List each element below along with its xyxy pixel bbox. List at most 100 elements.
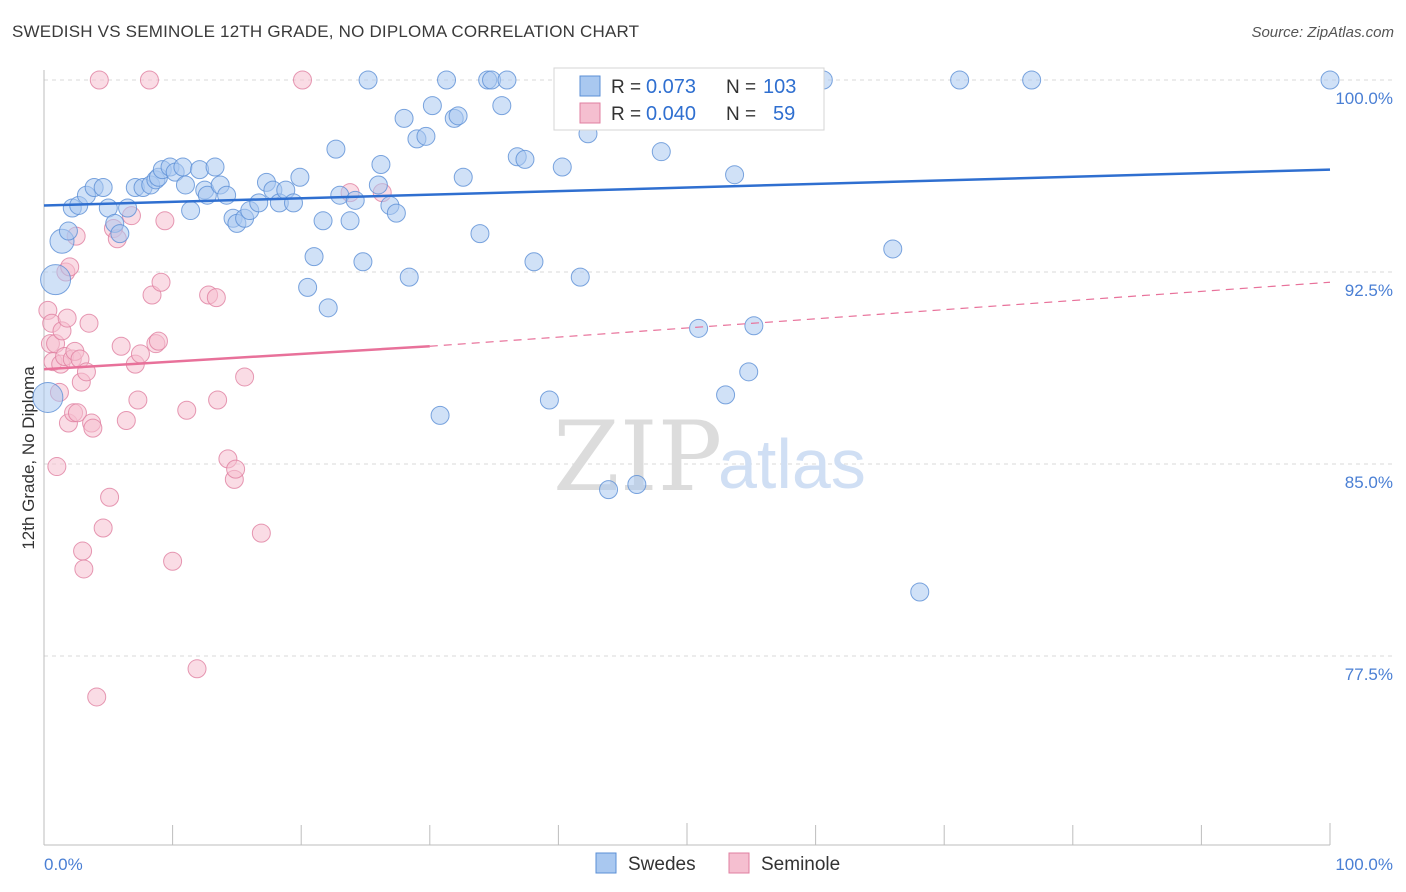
seminole-point: [148, 331, 168, 351]
seminole-r-label: R =: [611, 104, 641, 125]
swedes-point: [1320, 70, 1340, 90]
swedes-point: [599, 480, 619, 500]
swedes-point: [453, 167, 473, 187]
seminole-point: [83, 418, 103, 438]
swedes-points: [32, 70, 1340, 602]
seminole-point: [67, 403, 87, 423]
y-axis-label: 12th Grade, No Diploma: [19, 366, 38, 550]
watermark-zip: ZIP: [553, 401, 722, 513]
seminole-point: [235, 367, 255, 387]
swedes-point: [318, 298, 338, 318]
swedes-point: [437, 70, 457, 90]
swedes-point: [950, 70, 970, 90]
seminole-point: [116, 410, 136, 430]
swedes-point: [416, 126, 436, 146]
watermark-atlas: atlas: [718, 425, 866, 503]
bottom-legend-swedes-label: Swedes: [628, 854, 696, 875]
seminole-n-label: N =: [726, 104, 756, 125]
swedes-point: [32, 381, 64, 413]
seminole-point: [87, 687, 107, 707]
swedes-point: [910, 582, 930, 602]
seminole-point: [208, 390, 228, 410]
swedes-point: [539, 390, 559, 410]
swedes-point: [340, 211, 360, 231]
x-tick-marks: [43, 823, 1331, 845]
y-tick-labels: 77.5% 85.0% 92.5% 100.0%: [1335, 89, 1393, 684]
swedes-legend-swatch: [579, 75, 601, 97]
swedes-point: [249, 193, 269, 213]
seminole-trend-line-dashed: [429, 281, 1331, 347]
swedes-r-label: R =: [611, 77, 641, 98]
swedes-point: [739, 362, 759, 382]
swedes-point: [552, 157, 572, 177]
swedes-point: [290, 167, 310, 187]
seminole-point: [89, 70, 109, 90]
seminole-point: [100, 487, 120, 507]
seminole-point: [163, 551, 183, 571]
bottom-legend: Swedes Seminole: [595, 852, 840, 875]
swedes-n-label: N =: [726, 77, 756, 98]
swedes-point: [430, 405, 450, 425]
swedes-point: [394, 108, 414, 128]
swedes-point: [298, 277, 318, 297]
swedes-point: [368, 175, 388, 195]
y-tick-label: 100.0%: [1335, 89, 1393, 108]
swedes-point: [345, 190, 365, 210]
seminole-point: [79, 313, 99, 333]
y-tick-label: 92.5%: [1345, 281, 1393, 300]
swedes-point: [58, 221, 78, 241]
swedes-point: [353, 252, 373, 272]
swedes-point: [524, 252, 544, 272]
seminole-n-value: 59: [773, 103, 795, 125]
swedes-n-value: 103: [763, 76, 796, 98]
seminole-point: [139, 70, 159, 90]
seminole-point: [251, 523, 271, 543]
seminole-point: [206, 288, 226, 308]
swedes-r-value: 0.073: [646, 76, 696, 98]
y-tick-label: 85.0%: [1345, 473, 1393, 492]
swedes-point: [497, 70, 517, 90]
seminole-point: [187, 659, 207, 679]
swedes-point: [470, 224, 490, 244]
swedes-point: [358, 70, 378, 90]
seminole-point: [226, 459, 246, 479]
swedes-point: [173, 157, 193, 177]
bottom-legend-seminole-label: Seminole: [761, 854, 840, 875]
swedes-point: [725, 165, 745, 185]
seminole-point: [111, 336, 131, 356]
seminole-point: [177, 400, 197, 420]
swedes-point: [371, 154, 391, 174]
seminole-point: [74, 559, 94, 579]
x-tick-label-max: 100.0%: [1335, 855, 1393, 874]
swedes-point: [744, 316, 764, 336]
swedes-point: [386, 203, 406, 223]
chart-title: SWEDISH VS SEMINOLE 12TH GRADE, NO DIPLO…: [12, 22, 640, 41]
swedes-point: [651, 142, 671, 162]
swedes-point: [422, 96, 442, 116]
swedes-point: [627, 474, 647, 494]
watermark: ZIP atlas: [553, 401, 866, 513]
swedes-point: [181, 201, 201, 221]
seminole-trend-line: [43, 344, 430, 371]
swedes-point: [205, 157, 225, 177]
bottom-legend-seminole-swatch: [728, 852, 750, 874]
swedes-point: [326, 139, 346, 159]
seminole-point: [73, 541, 93, 561]
swedes-point: [448, 106, 468, 126]
swedes-point: [313, 211, 333, 231]
swedes-point: [1022, 70, 1042, 90]
swedes-point: [40, 264, 72, 296]
y-tick-label: 77.5%: [1345, 665, 1393, 684]
swedes-point: [689, 318, 709, 338]
seminole-point: [292, 70, 312, 90]
seminole-point: [128, 390, 148, 410]
seminole-point: [130, 344, 150, 364]
swedes-trend-line: [43, 168, 1331, 207]
swedes-point: [283, 193, 303, 213]
seminole-point: [151, 272, 171, 292]
source-label: Source: ZipAtlas.com: [1251, 24, 1394, 41]
swedes-point: [175, 175, 195, 195]
seminole-point: [93, 518, 113, 538]
seminole-point: [155, 211, 175, 231]
